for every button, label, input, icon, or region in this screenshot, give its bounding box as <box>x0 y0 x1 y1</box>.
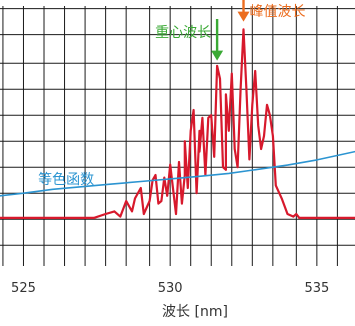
series-group <box>0 28 355 219</box>
peak-wavelength-label: 峰值波长 <box>250 4 306 20</box>
x-axis-title: 波长 [nm] <box>162 304 228 320</box>
x-tick-label: 525 <box>11 281 36 296</box>
x-tick-labels: 525 530 535 <box>11 281 329 296</box>
centroid-wavelength-label: 重心波长 <box>155 25 211 41</box>
x-tick-label: 535 <box>304 281 329 296</box>
annotation-arrow-head <box>211 50 224 61</box>
color-matching-function-line <box>0 150 355 197</box>
x-tick-label: 530 <box>158 281 183 296</box>
spectrum-line <box>0 28 355 219</box>
annotation-arrow-head <box>237 11 250 22</box>
color-matching-function-label: 等色函数 <box>38 171 94 188</box>
grid <box>0 6 355 266</box>
